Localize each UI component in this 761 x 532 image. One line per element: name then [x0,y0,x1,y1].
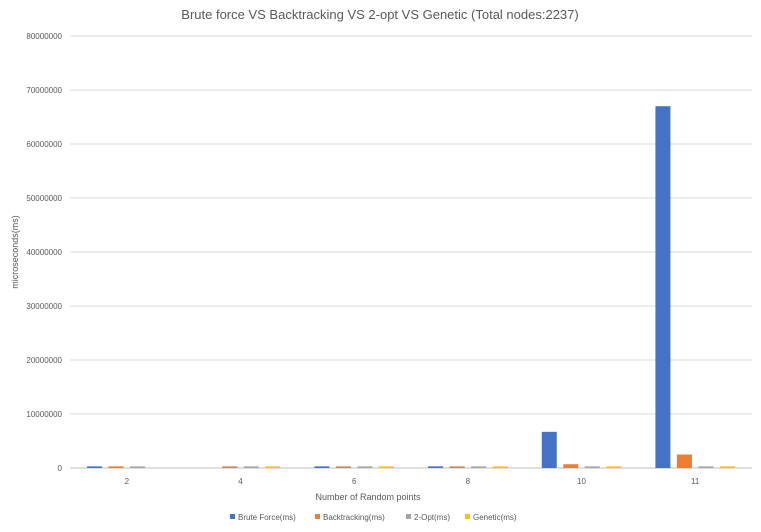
x-axis-ticks: 2 4 6 8 10 11 [125,477,700,486]
x-tick-label: 4 [238,477,243,486]
legend-label: Genetic(ms) [473,513,517,522]
y-tick-label: 30000000 [26,302,62,311]
bars [87,106,735,468]
x-tick-label: 11 [691,477,700,486]
y-tick-label: 70000000 [26,86,62,95]
x-tick-label: 8 [466,477,471,486]
bar [606,466,622,468]
y-tick-label: 40000000 [26,248,62,257]
bar [428,466,444,468]
bar [378,466,394,468]
bar [243,466,259,468]
legend-swatch [406,514,411,519]
y-tick-label: 80000000 [26,32,62,41]
bar [357,466,373,468]
legend-label: Brute Force(ms) [238,513,296,522]
bar [541,431,557,468]
bar [130,466,146,468]
y-tick-label: 0 [58,464,63,473]
y-tick-label: 10000000 [26,410,62,419]
bar [222,466,238,468]
bar [265,466,281,468]
legend-label: 2-Opt(ms) [414,513,450,522]
legend: Brute Force(ms) Backtracking(ms) 2-Opt(ms)… [230,513,517,522]
y-tick-label: 60000000 [26,140,62,149]
chart-title: Brute force VS Backtracking VS 2-opt VS … [181,7,578,22]
x-tick-label: 10 [577,477,586,486]
bar [563,464,579,468]
bar [698,466,714,468]
legend-swatch [465,514,470,519]
bar [108,466,124,468]
bar [87,466,103,468]
legend-swatch [315,514,320,519]
gridlines [70,35,752,469]
bar [335,466,351,468]
bar [584,466,600,468]
x-tick-label: 6 [352,477,357,486]
y-axis-ticks: 0 10000000 20000000 30000000 40000000 5000000… [26,32,62,473]
bar [314,466,330,468]
bar [492,466,508,468]
bar [719,466,735,468]
y-axis-label: microseconds(ms) [10,215,20,289]
y-tick-label: 20000000 [26,356,62,365]
bar [676,454,692,468]
legend-label: Backtracking(ms) [323,513,385,522]
legend-swatch [230,514,235,519]
bar [449,466,465,468]
bar [471,466,487,468]
x-tick-label: 2 [125,477,130,486]
bar [655,106,671,468]
y-tick-label: 50000000 [26,194,62,203]
x-axis-label: Number of Random points [315,492,421,502]
